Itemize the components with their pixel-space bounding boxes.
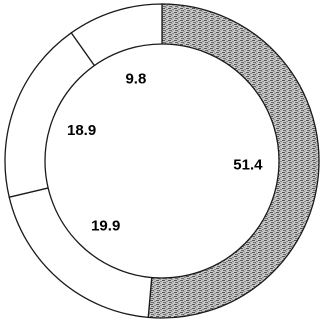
slice-label-51.4: 51.4 [233, 156, 263, 173]
slice-label-19.9: 19.9 [91, 218, 120, 235]
slice-label-9.8: 9.8 [125, 71, 146, 88]
slice-label-18.9: 18.9 [67, 122, 96, 139]
donut-hole [44, 43, 280, 279]
labels-layer: 51.4 19.9 18.9 9.8 [67, 71, 263, 235]
